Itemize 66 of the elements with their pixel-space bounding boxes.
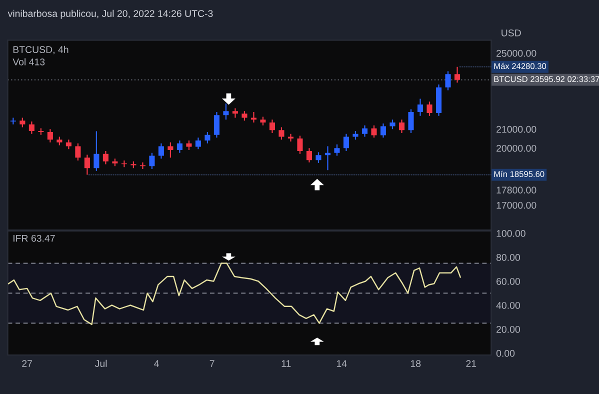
y-tick-label: 80.00 [496,254,520,261]
candlestick [28,120,34,134]
x-tick-label: Jul [95,360,107,367]
candlestick [426,101,432,116]
x-tick-label: 18 [410,360,421,367]
y-tick-label: 21000.00 [496,126,536,133]
candlestick [47,128,53,143]
y-axis-title: USD [502,29,521,36]
annotation: Mín 18595.60 [494,170,544,178]
candlestick [242,110,248,122]
candlestick [176,140,182,154]
x-tick-label: 27 [22,360,32,367]
y-tick-label: 25000.00 [496,50,536,57]
y-tick-label: 17000.00 [496,202,536,209]
candlestick [186,140,192,151]
y-tick-label: 60.00 [496,278,520,285]
candlestick [214,111,220,138]
ref-line-label: BTCUSD 23595.92 02:33:37 [494,76,599,82]
candlestick [84,154,90,176]
candlestick [417,98,424,116]
annotation: Vol 413 [12,58,45,66]
candlestick [94,130,100,172]
candlestick [306,148,312,163]
candlestick [454,66,460,84]
candlestick [20,117,26,128]
text: BTCUSD, 4h [13,46,68,54]
candlestick [75,142,81,162]
text: vinibarbosa publicou, Jul 20, 2022 14:26 UTC-3 [8,10,213,19]
x-tick-label: 14 [336,360,347,367]
candlestick [149,152,155,170]
candlestick [297,135,303,154]
x-tick-label: 21 [466,360,476,367]
candlestick [232,108,238,118]
candlestick [140,162,146,170]
candlestick [223,102,229,120]
candlestick [343,133,350,152]
candlestick [250,111,256,124]
y-tick-label: 17800.00 [496,186,536,194]
candlestick [204,131,210,144]
candlestick [316,152,322,164]
candlestick [445,70,451,91]
candlestick [102,150,108,165]
y-tick-label: 20000.00 [496,144,536,152]
y-tick-label: 40.00 [496,302,520,309]
chart-title: IFR 63.47 [14,234,55,242]
candlestick [398,119,405,134]
candlestick [288,133,294,142]
candlestick [334,144,340,156]
candlestick [380,122,386,138]
y-tick-label: 20.00 [496,326,520,333]
x-tick-label: 4 [154,360,159,367]
candlestick [362,124,368,138]
annotation: Máx 24280.30 [494,62,546,70]
y-tick-label: 0.00 [496,350,515,357]
x-tick-label: 11 [282,360,291,367]
candlestick [371,124,377,138]
x-tick-label: 7 [210,360,214,367]
candlestick [158,142,164,160]
candlestick [195,137,201,150]
candlestick [168,142,174,158]
candlestick [390,119,396,130]
y-tick-label: 100.00 [496,230,526,237]
candlestick [408,108,414,134]
candlestick [278,126,284,140]
candlestick [66,139,72,150]
candlestick [269,119,275,134]
